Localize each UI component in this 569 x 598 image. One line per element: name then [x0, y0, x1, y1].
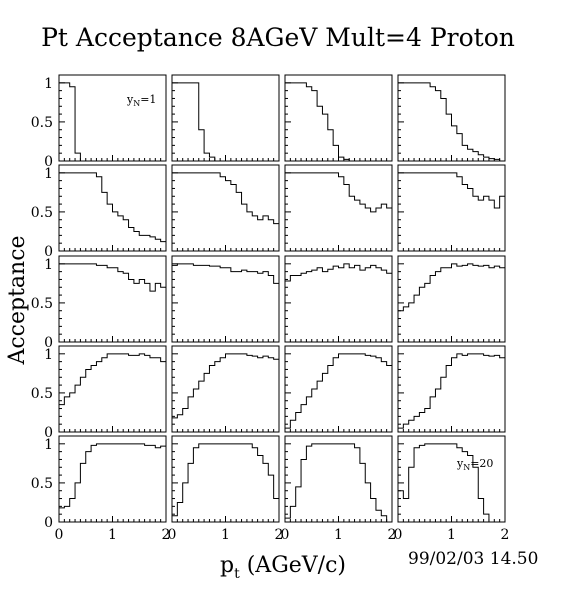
x-tick-label: 1	[447, 527, 456, 543]
panel-3	[284, 74, 393, 162]
panel-frame	[171, 74, 280, 162]
panel-label: yN=1	[126, 93, 156, 108]
histogram-line	[172, 263, 279, 284]
y-tick-label: 0.5	[31, 476, 53, 492]
panel-label-sub: N	[463, 463, 470, 472]
y-tick-label: 0	[44, 335, 53, 351]
y-tick-label: 0.5	[31, 386, 53, 402]
histogram-line	[285, 353, 392, 429]
panel-8	[397, 164, 506, 252]
y-tick-label: 0	[44, 244, 53, 260]
panel-11	[284, 255, 393, 343]
x-tick-label: 2	[162, 527, 171, 543]
x-axis-label-sub: t	[234, 566, 240, 582]
x-axis-label: pt (AGeV/c)	[220, 553, 346, 582]
histogram-line	[172, 353, 279, 419]
panel-frame	[58, 435, 167, 523]
panel-frame	[58, 255, 167, 343]
panel-13: 00.51	[31, 345, 167, 441]
panel-2	[171, 74, 280, 162]
histogram-line	[172, 443, 279, 517]
panel-4	[397, 74, 506, 162]
x-tick-label: 1	[334, 527, 343, 543]
y-tick-label: 1	[44, 437, 53, 453]
timestamp: 99/02/03 14.50	[408, 549, 538, 569]
panel-1: 00.51	[31, 74, 167, 170]
panel-frame	[171, 255, 280, 343]
y-tick-label: 0.5	[31, 205, 53, 221]
x-tick-label: 2	[388, 527, 397, 543]
panel-label: yN=20	[456, 457, 493, 472]
x-axis-label-rest: (AGeV/c)	[240, 553, 346, 578]
panel-5: 00.51	[31, 164, 167, 260]
histogram-line	[172, 82, 279, 162]
panel-18: 0 1 2	[168, 435, 284, 543]
panel-17: 0 0.5 1 0 1 2	[31, 435, 171, 543]
y-tick-label: 1	[44, 76, 53, 92]
x-tick-label: 0	[281, 527, 290, 543]
panel-frame	[171, 345, 280, 433]
histogram-line	[285, 263, 392, 282]
y-axis-label: Acceptance	[5, 235, 30, 365]
y-tick-label: 1	[44, 257, 53, 273]
panel-12	[397, 255, 506, 343]
x-tick-label: 0	[168, 527, 177, 543]
histogram-line	[285, 82, 392, 162]
panel-6	[171, 164, 280, 252]
histogram-line	[398, 263, 505, 312]
x-tick-label: 1	[108, 527, 117, 543]
histogram-line	[59, 263, 166, 292]
histogram-line	[285, 443, 392, 523]
panel-label-main: y	[126, 93, 134, 106]
y-tick-label: 0	[44, 515, 53, 531]
panel-9: 00.51	[31, 255, 167, 351]
panel-10	[171, 255, 280, 343]
panel-frame	[284, 255, 393, 343]
panel-7	[284, 164, 393, 252]
histogram-line	[398, 353, 505, 429]
panel-16	[397, 345, 506, 433]
y-tick-label: 0.5	[31, 296, 53, 312]
panel-frame	[397, 164, 506, 252]
histogram-line	[59, 172, 166, 243]
panel-frame	[284, 345, 393, 433]
chart-title: Pt Acceptance 8AGeV Mult=4 Proton	[41, 23, 515, 52]
histogram-line	[59, 353, 166, 406]
x-tick-label: 0	[394, 527, 403, 543]
panel-label-rest: =20	[470, 457, 493, 470]
histogram-line	[398, 172, 505, 209]
histogram-line	[285, 172, 392, 213]
x-tick-label: 2	[501, 527, 510, 543]
x-tick-label: 0	[55, 527, 64, 543]
y-tick-label: 1	[44, 347, 53, 363]
histogram-line	[398, 82, 505, 162]
y-tick-label: 0	[44, 154, 53, 170]
panel-label-main: y	[456, 457, 464, 470]
y-tick-label: 1	[44, 166, 53, 182]
x-tick-label: 1	[221, 527, 230, 543]
x-tick-label: 2	[275, 527, 284, 543]
panel-label-sub: N	[133, 99, 140, 108]
histogram-line	[59, 443, 166, 509]
panel-14	[171, 345, 280, 433]
panel-20: 0 1 2	[394, 435, 510, 543]
y-tick-label: 0.5	[31, 115, 53, 131]
panel-label-rest: =1	[140, 93, 156, 106]
panel-19: 0 1 2	[281, 435, 397, 543]
histogram-line	[172, 172, 279, 225]
x-axis-label-main: p	[220, 553, 234, 578]
histogram-line	[59, 82, 166, 162]
histogram-line	[398, 443, 505, 523]
panel-15	[284, 345, 393, 433]
y-tick-label: 0	[44, 425, 53, 441]
